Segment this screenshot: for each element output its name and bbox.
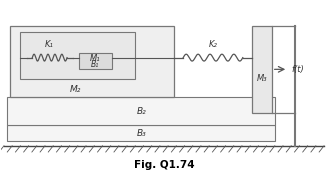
Text: M₁: M₁ [90, 54, 101, 63]
Text: f(t): f(t) [291, 65, 304, 74]
Bar [252, 26, 272, 113]
Text: K₂: K₂ [209, 40, 217, 49]
Bar [7, 97, 275, 125]
Text: B₂: B₂ [136, 107, 146, 116]
Text: M₂: M₂ [70, 85, 81, 94]
Text: B₃: B₃ [136, 129, 146, 138]
Bar [20, 32, 134, 79]
Bar [10, 26, 174, 97]
Text: M₃: M₃ [257, 74, 267, 83]
Bar [79, 53, 112, 69]
Bar [7, 125, 275, 141]
Text: K₁: K₁ [45, 40, 54, 49]
Text: B₁: B₁ [91, 60, 99, 69]
Text: Fig. Q1.74: Fig. Q1.74 [134, 160, 194, 170]
